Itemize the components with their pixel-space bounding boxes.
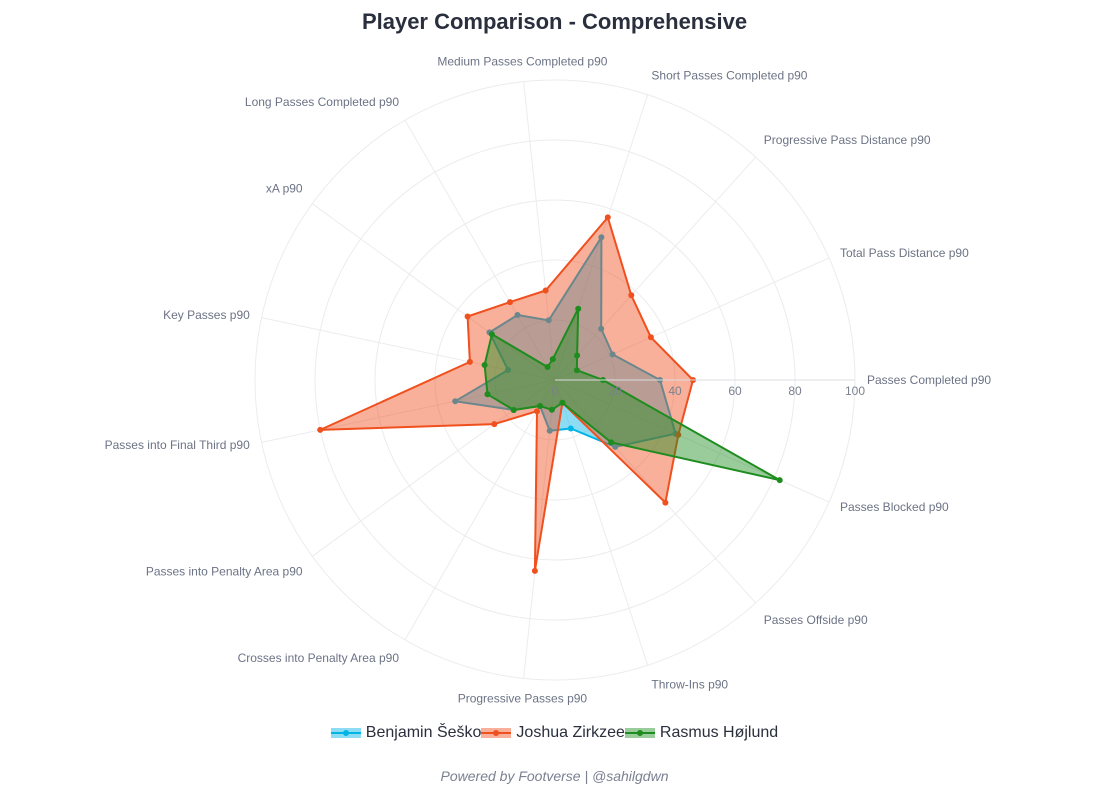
legend-swatch — [481, 726, 512, 740]
data-point — [544, 364, 551, 370]
legend-swatch — [330, 726, 361, 740]
legend: Benjamin Šeško Joshua Zirkzee Rasmus Højlu… — [0, 724, 1109, 745]
axis-label: Passes into Final Third p90 — [105, 438, 251, 452]
grid-spoke — [404, 119, 556, 381]
grid-spoke — [554, 156, 757, 381]
radial-tick-label: 40 — [668, 384, 682, 398]
axis-label: Progressive Passes p90 — [458, 691, 588, 705]
data-point — [609, 351, 616, 358]
data-point — [567, 425, 574, 432]
axis-label: Throw-Ins p90 — [651, 678, 728, 692]
data-point — [505, 367, 511, 373]
axis-label: Passes into Penalty Area p90 — [146, 564, 303, 578]
data-point — [612, 443, 619, 450]
legend-item[interactable]: Rasmus Højlund — [624, 724, 779, 742]
series-2 — [481, 305, 783, 484]
data-point — [662, 499, 669, 506]
data-point — [604, 214, 611, 221]
grid-spoke — [554, 379, 757, 604]
data-point — [559, 399, 566, 406]
data-point — [598, 325, 605, 332]
radial-tick-label: 80 — [788, 384, 802, 398]
axis-label: Passes Completed p90 — [867, 373, 991, 387]
axis-label: Short Passes Completed p90 — [651, 68, 807, 82]
data-point — [481, 362, 488, 368]
axis-label: Medium Passes Completed p90 — [437, 55, 607, 69]
data-point — [537, 403, 543, 409]
series-0 — [452, 234, 679, 450]
grid-spoke — [261, 379, 556, 443]
data-point — [317, 426, 324, 433]
radial-tick-label: 60 — [728, 384, 742, 398]
radar-series — [317, 214, 783, 574]
radial-tick-label: 20 — [608, 384, 622, 398]
data-point — [548, 406, 555, 413]
data-point — [510, 407, 517, 413]
grid-spoke — [554, 257, 830, 381]
data-point — [549, 356, 556, 363]
legend-item[interactable]: Joshua Zirkzee — [481, 724, 625, 742]
data-point — [491, 421, 498, 428]
axis-label: Progressive Pass Distance p90 — [764, 133, 931, 147]
grid-spoke — [554, 379, 830, 503]
legend-label: Benjamin Šeško — [365, 724, 482, 741]
data-point — [542, 287, 549, 294]
radial-tick-label: 100 — [845, 384, 865, 398]
grid-spoke — [404, 379, 556, 641]
data-point — [776, 477, 783, 484]
series-area — [454, 236, 677, 448]
legend-label: Joshua Zirkzee — [516, 724, 625, 741]
footer-credit: Powered by Footverse | @sahilgdwn — [440, 768, 669, 784]
axis-label: Long Passes Completed p90 — [245, 95, 399, 109]
data-point — [573, 367, 580, 374]
data-point — [647, 334, 654, 341]
data-point — [464, 313, 471, 320]
data-point — [488, 331, 495, 338]
grid-spoke — [523, 81, 556, 381]
data-point — [675, 431, 682, 438]
axis-label: Total Pass Distance p90 — [840, 246, 969, 260]
series-area — [319, 216, 694, 572]
grid-spoke — [312, 203, 556, 381]
chart-title: Player Comparison - Comprehensive — [361, 9, 748, 34]
data-point — [575, 305, 582, 312]
radial-tick-label: 0 — [552, 384, 559, 398]
legend-label: Rasmus Højlund — [659, 724, 779, 741]
data-point — [466, 358, 473, 365]
legend-item[interactable]: Benjamin Šeško — [330, 724, 482, 742]
axis-label: xA p90 — [266, 182, 303, 196]
axis-labels: Passes Completed p90 Total Pass Distance … — [105, 55, 992, 706]
axis-label: Key Passes p90 — [163, 308, 250, 322]
data-point — [507, 299, 513, 306]
data-point — [628, 292, 635, 299]
data-point — [484, 391, 491, 398]
data-point — [531, 567, 538, 574]
axis-label: Passes Blocked p90 — [840, 500, 949, 514]
data-point — [546, 427, 553, 434]
legend-swatch — [624, 726, 655, 740]
data-point — [574, 352, 581, 359]
radial-ticks: 0 20 40 60 80 100 — [552, 379, 865, 398]
axis-label: Crosses into Penalty Area p90 — [238, 651, 400, 665]
data-point — [598, 234, 605, 241]
data-point — [608, 439, 615, 446]
data-point — [545, 317, 552, 324]
data-point — [514, 312, 521, 318]
data-point — [452, 398, 459, 405]
series-area — [483, 307, 781, 482]
axis-label: Passes Offside p90 — [764, 613, 868, 627]
data-point — [534, 408, 540, 415]
